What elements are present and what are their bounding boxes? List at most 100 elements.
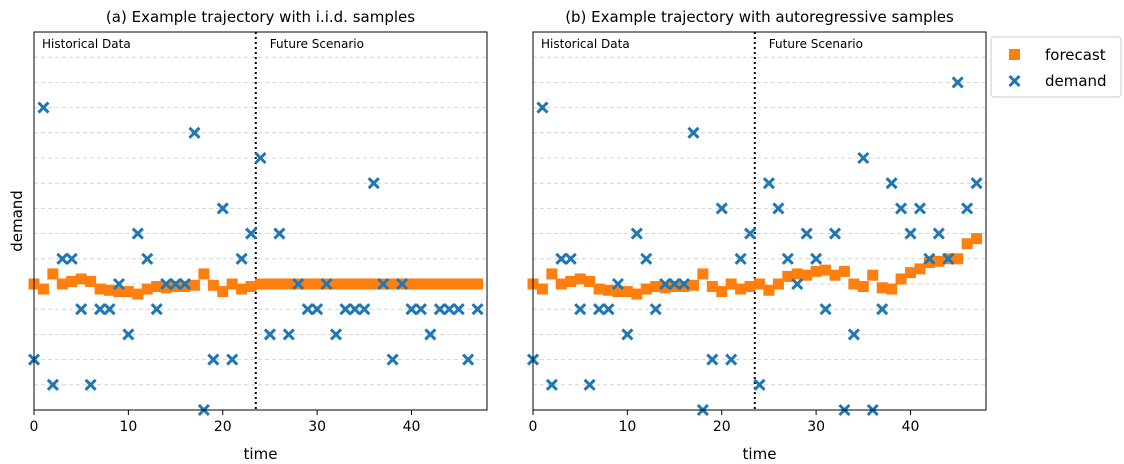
forecast-point	[744, 281, 756, 293]
demand-point	[414, 303, 427, 316]
axes-frame	[532, 31, 987, 411]
demand-point	[131, 227, 144, 240]
forecast-point	[226, 278, 238, 290]
demand-point	[358, 303, 371, 316]
axes-frame	[33, 31, 488, 411]
demand-point	[386, 353, 399, 366]
demand-point	[292, 277, 305, 291]
forecast-point	[716, 286, 728, 298]
forecast-point	[339, 278, 351, 290]
forecast-point	[810, 265, 822, 277]
demand-point	[462, 353, 475, 366]
x-tick-label: 10	[618, 419, 636, 435]
forecast-point	[273, 278, 285, 290]
x-tick-label: 10	[119, 419, 137, 435]
demand-point	[762, 177, 775, 190]
forecast-point	[151, 281, 163, 293]
forecast-point	[791, 268, 803, 280]
demand-point	[687, 126, 700, 139]
demand-point	[424, 328, 437, 341]
forecast-point	[75, 273, 87, 285]
demand-point	[273, 227, 286, 240]
forecast-point	[160, 282, 172, 294]
demand-point	[791, 277, 804, 291]
x-ticks: 0 10 20 30 40	[529, 410, 919, 435]
demand-point	[367, 177, 380, 190]
demand-point	[536, 101, 549, 114]
demand-point	[847, 328, 860, 341]
forecast-point	[574, 273, 586, 285]
forecast-point	[706, 281, 718, 293]
region-label-future: Future Scenario	[769, 37, 863, 51]
forecast-point	[961, 238, 973, 250]
demand-point	[951, 76, 964, 89]
forecast-point	[37, 283, 49, 295]
x-tick-label: 0	[30, 419, 39, 435]
demand-point	[630, 227, 643, 240]
demand-point	[311, 303, 324, 316]
demand-point	[932, 227, 945, 240]
demand-point	[178, 277, 192, 291]
demand-point	[970, 177, 983, 190]
demand-point	[659, 277, 672, 291]
grid-lines	[533, 56, 986, 386]
forecast-point	[141, 283, 153, 295]
forecast-point	[659, 282, 671, 294]
legend-label-demand: demand	[1045, 72, 1107, 90]
demand-point	[348, 303, 361, 316]
forecast-point	[368, 278, 380, 290]
forecast-point	[669, 281, 681, 293]
demand-point	[744, 227, 757, 240]
forecast-point	[245, 281, 257, 293]
demand-point	[141, 252, 154, 265]
forecast-point	[443, 278, 455, 290]
forecast-point	[236, 283, 248, 295]
demand-point	[282, 328, 295, 341]
forecast-point	[895, 273, 907, 285]
demand-point	[800, 227, 813, 240]
demand-point	[668, 277, 681, 291]
forecast-point	[725, 278, 737, 290]
forecast-point	[472, 278, 484, 290]
forecast-point	[763, 284, 775, 296]
demand-point	[443, 303, 456, 316]
demand-point	[245, 227, 258, 240]
forecast-point	[876, 282, 888, 294]
demand-point	[819, 303, 832, 316]
x-ticks: 0 10 20 30 40	[30, 410, 421, 435]
x-tick-label: 30	[308, 419, 326, 435]
forecast-point	[772, 278, 784, 290]
forecast-point	[387, 278, 399, 290]
forecast-point	[555, 278, 567, 290]
forecast-point	[678, 281, 690, 293]
forecast-point	[358, 278, 370, 290]
x-tick-label: 0	[529, 419, 538, 435]
forecast-point	[914, 263, 926, 275]
forecast-point	[886, 283, 898, 295]
forecast-point	[565, 275, 577, 287]
demand-point	[471, 303, 484, 316]
forecast-point	[188, 279, 200, 291]
forecast-point	[905, 267, 916, 279]
demand-point	[329, 328, 343, 341]
forecast-point	[848, 278, 860, 290]
forecast-point	[697, 268, 709, 280]
legend-label-forecast: forecast	[1045, 46, 1106, 64]
demand-point	[923, 252, 936, 265]
forecast-point	[170, 281, 182, 293]
chart-title: (a) Example trajectory with i.i.d. sampl…	[106, 8, 415, 26]
demand-point	[169, 277, 182, 291]
x-tick-label: 20	[214, 419, 232, 435]
x-tick-label: 40	[403, 419, 421, 435]
demand-point	[649, 303, 662, 316]
forecast-point	[207, 279, 219, 291]
y-axis-label: demand	[8, 190, 26, 252]
demand-series	[27, 101, 484, 417]
demand-point	[56, 252, 69, 265]
forecast-point	[621, 286, 633, 298]
demand-point	[772, 202, 785, 215]
demand-point	[810, 252, 823, 265]
demand-point	[46, 378, 59, 391]
demand-point	[913, 202, 926, 215]
demand-point	[876, 303, 889, 316]
